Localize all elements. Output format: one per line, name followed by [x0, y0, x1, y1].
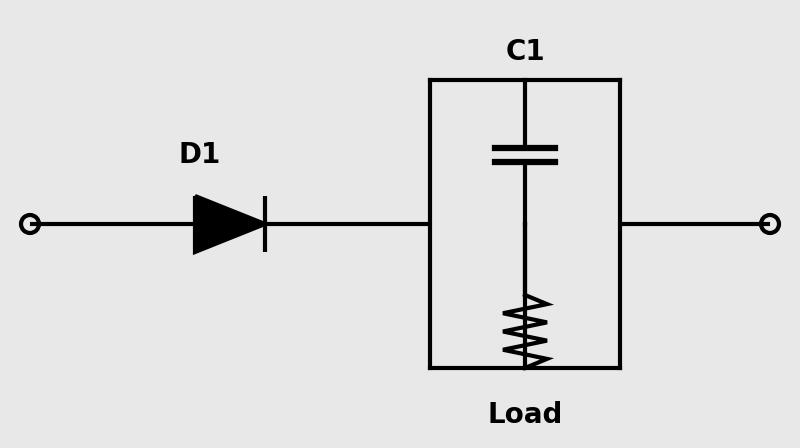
- Text: D1: D1: [179, 141, 221, 169]
- Text: Load: Load: [487, 401, 562, 429]
- Text: C1: C1: [505, 38, 545, 66]
- Polygon shape: [195, 196, 265, 252]
